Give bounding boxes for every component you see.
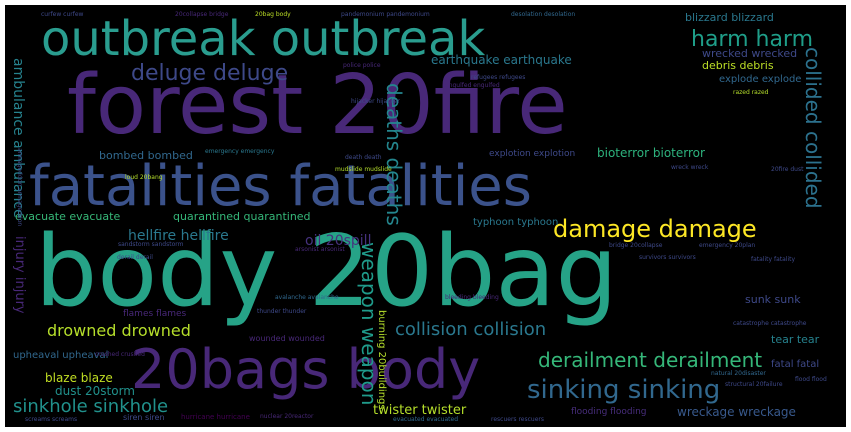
word-wreckage-wreckage: wreckage wreckage <box>677 405 796 419</box>
word-cloud: forest 20fire outbreak outbreak fataliti… <box>5 5 846 427</box>
word-emergency-20plan: emergency 20plan <box>699 242 756 249</box>
word-hellfire-hellfire: hellfire hellfire <box>128 228 229 244</box>
word-forest-20fire: forest 20fire <box>67 58 568 153</box>
word-emergency: emergency emergency <box>205 148 275 155</box>
word-arsonist: arsonist arsonist <box>295 246 345 253</box>
word-desolation: desolation desolation <box>511 11 576 18</box>
word-engulfed: engulfed engulfed <box>445 82 500 89</box>
word-bleeding: bleeding bleeding <box>445 294 499 301</box>
word-burning-20buildings: burning 20buildings <box>376 310 387 410</box>
word-20bags-body: 20bags body <box>131 338 481 401</box>
word-fatality: fatality fatality <box>751 256 796 263</box>
word-collided-collided: collided collided <box>801 47 825 209</box>
word-harm-harm: harm harm <box>691 27 814 52</box>
word-tear-tear: tear tear <box>771 333 820 346</box>
word-deluge-deluge: deluge deluge <box>131 61 289 86</box>
word-sinking-sinking: sinking sinking <box>527 375 721 405</box>
word-crushed: crushed crushed <box>95 351 145 358</box>
word-explotion-explotion: explotion explotion <box>489 149 576 159</box>
word-nuclear-20reactor: nuclear 20reactor <box>260 413 314 420</box>
word-injury-injury: injury injury <box>12 236 27 314</box>
word-flames-flames: flames flames <box>123 309 187 319</box>
word-loud-20bang: loud 20bang <box>125 174 163 181</box>
word-hijacker: hijacker hijacker <box>351 98 400 105</box>
word-curfew: curfew curfew <box>41 11 84 18</box>
word-collision-collision: collision collision <box>395 319 547 340</box>
word-siren-siren: siren siren <box>123 413 165 422</box>
word-police-police: police police <box>343 62 381 69</box>
word-structural-20failure: structural 20failure <box>725 381 783 388</box>
word-upheaval-upheaval: upheaval upheaval <box>13 350 109 361</box>
word-quarantined-quarantined: quarantined quarantined <box>173 210 311 223</box>
word-flood-flood: flood flood <box>795 376 827 383</box>
word-fatalities-fatalities: fatalities fatalities <box>29 154 532 219</box>
word-drowned-drowned: drowned drowned <box>47 321 191 340</box>
word-armageddon: armageddon armageddon <box>16 148 23 227</box>
word-earthquake-earthquake: earthquake earthquake <box>431 53 572 67</box>
word-bombed-bombed: bombed bombed <box>99 149 193 162</box>
word-outbreak-outbreak: outbreak outbreak <box>41 11 486 67</box>
word-survivors: survivors survivors <box>639 254 696 261</box>
word-oil-20spill: oil 20spill <box>305 233 372 249</box>
word-mudslide: mudslide mudslide <box>335 166 392 173</box>
word-twister-twister: twister twister <box>373 403 467 418</box>
word-bioterror-bioterror: bioterror bioterror <box>597 146 705 160</box>
word-wrecked-wrecked: wrecked wrecked <box>702 47 798 60</box>
word-typhoon-typhoon: typhoon typhoon <box>473 217 559 228</box>
word-bridge-20collapse: bridge 20collapse <box>609 242 663 249</box>
word-damage-damage: damage damage <box>553 215 757 243</box>
word-death-death: death death <box>345 154 382 161</box>
word-blaze-blaze: blaze blaze <box>45 371 113 385</box>
word-blizzard-blizzard: blizzard blizzard <box>685 11 774 24</box>
word-wreck-wreck: wreck wreck <box>671 164 709 171</box>
word-derailment-derailment: derailment derailment <box>538 348 763 372</box>
word-pandemonium: pandemonium pandemonium <box>341 11 430 18</box>
word-catastrophe: catastrophe catastrophe <box>733 320 807 327</box>
word-flooding-flooding: flooding flooding <box>571 407 647 417</box>
word-thunder: thunder thunder <box>257 308 307 315</box>
word-refugees: refugees refugees <box>471 74 526 81</box>
word-hurricane-hurricane: hurricane hurricane <box>181 413 250 421</box>
word-body-20bag: body 20bag <box>35 215 618 329</box>
word-sunk-sunk: sunk sunk <box>745 293 801 306</box>
word-evacuate-evacuate: evacuate evacuate <box>15 210 121 223</box>
word-screams-screams: screams screams <box>25 416 78 423</box>
word-avalanche: avalanche avalanche <box>275 294 339 301</box>
word-derail: derail derail <box>117 254 153 261</box>
word-20collapse-bridge: 20collapse bridge <box>175 11 229 18</box>
word-sinkhole-sinkhole: sinkhole sinkhole <box>13 396 169 417</box>
word-dust-20storm: dust 20storm <box>55 384 135 398</box>
word-sandstorm: sandstorm sandstorm <box>118 241 184 248</box>
word-20bag-body: 20bag body <box>255 11 291 18</box>
word-20fire-dust: 20fire dust <box>771 166 804 173</box>
word-evacuated: evacuated evacuated <box>393 416 459 423</box>
word-wounded-wounded: wounded wounded <box>249 334 325 343</box>
word-rescuers: rescuers rescuers <box>491 416 544 423</box>
word-debris-debris: debris debris <box>702 59 774 72</box>
word-natural-20disaster: natural 20disaster <box>711 370 766 377</box>
word-razed-razed: razed razed <box>733 89 769 96</box>
word-fatal-fatal: fatal fatal <box>771 359 820 370</box>
word-explode-explode: explode explode <box>719 74 802 85</box>
